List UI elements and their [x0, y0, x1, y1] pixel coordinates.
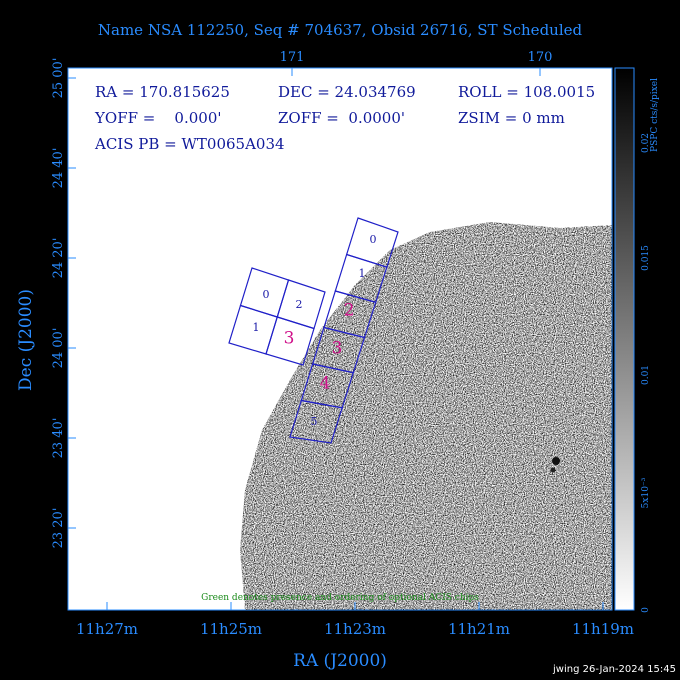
colorbar-tick-label: 0.02 — [641, 133, 651, 153]
left-tick-label: 23 40' — [51, 418, 66, 459]
top-tick-label: 170 — [528, 50, 553, 65]
footer: jwing 26-Jan-2024 15:45 — [552, 664, 676, 675]
zsim: ZSIM = 0 mm — [458, 109, 565, 127]
top-tick-label: 171 — [280, 50, 305, 65]
bottom-tick-label: 11h25m — [200, 620, 262, 638]
x-axis-label: RA (J2000) — [293, 651, 387, 671]
bottom-tick-label: 11h21m — [448, 620, 510, 638]
chip-label: 0 — [370, 233, 377, 246]
bottom-tick-label: 11h19m — [572, 620, 634, 638]
title: Name NSA 112250, Seq # 704637, Obsid 267… — [98, 21, 583, 39]
chip-label: 0 — [263, 288, 270, 301]
colorbar-label: PSPC cts/s/pixel — [650, 78, 660, 152]
chip-label: 5 — [311, 415, 318, 428]
left-tick-label: 24 20' — [51, 238, 66, 279]
left-tick-label: 24 40' — [51, 148, 66, 189]
zoff: ZOFF = 0.0000' — [278, 109, 405, 127]
colorbar-tick-label: 0.01 — [641, 365, 651, 385]
acis-pb: ACIS PB = WT0065A034 — [94, 135, 285, 153]
chip-label: 1 — [253, 321, 260, 334]
ticks — [68, 68, 604, 610]
y-axis-label: Dec (J2000) — [16, 289, 36, 391]
left-tick-label: 25 00' — [51, 58, 66, 99]
bottom-tick-label: 11h23m — [324, 620, 386, 638]
yoff: YOFF = 0.000' — [94, 109, 222, 127]
chip-highlight: 4 — [320, 374, 331, 394]
bottom-tick-label: 11h27m — [76, 620, 138, 638]
chip-label: 1 — [359, 267, 366, 280]
roll: ROLL = 108.0015 — [458, 83, 595, 101]
note: Green denotes presence and ordering of o… — [201, 593, 479, 603]
chip-highlight: 3 — [284, 329, 295, 349]
chip — [265, 316, 315, 366]
source — [552, 457, 560, 465]
colorbar-tick-label: 0.015 — [641, 245, 651, 271]
ra: RA = 170.815625 — [95, 83, 230, 101]
colorbar-tick-label: 0 — [641, 607, 651, 613]
chip — [289, 399, 343, 444]
chip-highlight: 3 — [332, 339, 343, 359]
chip-label: 2 — [296, 298, 303, 311]
left-tick-label: 24 00' — [51, 328, 66, 369]
source — [550, 467, 556, 473]
chips — [228, 217, 399, 444]
chip-highlight: 2 — [344, 301, 355, 321]
colorbar — [614, 67, 635, 611]
left-tick-label: 23 20' — [51, 508, 66, 549]
dec: DEC = 24.034769 — [278, 83, 416, 101]
colorbar-tick-label: 5x10⁻³ — [641, 477, 651, 508]
